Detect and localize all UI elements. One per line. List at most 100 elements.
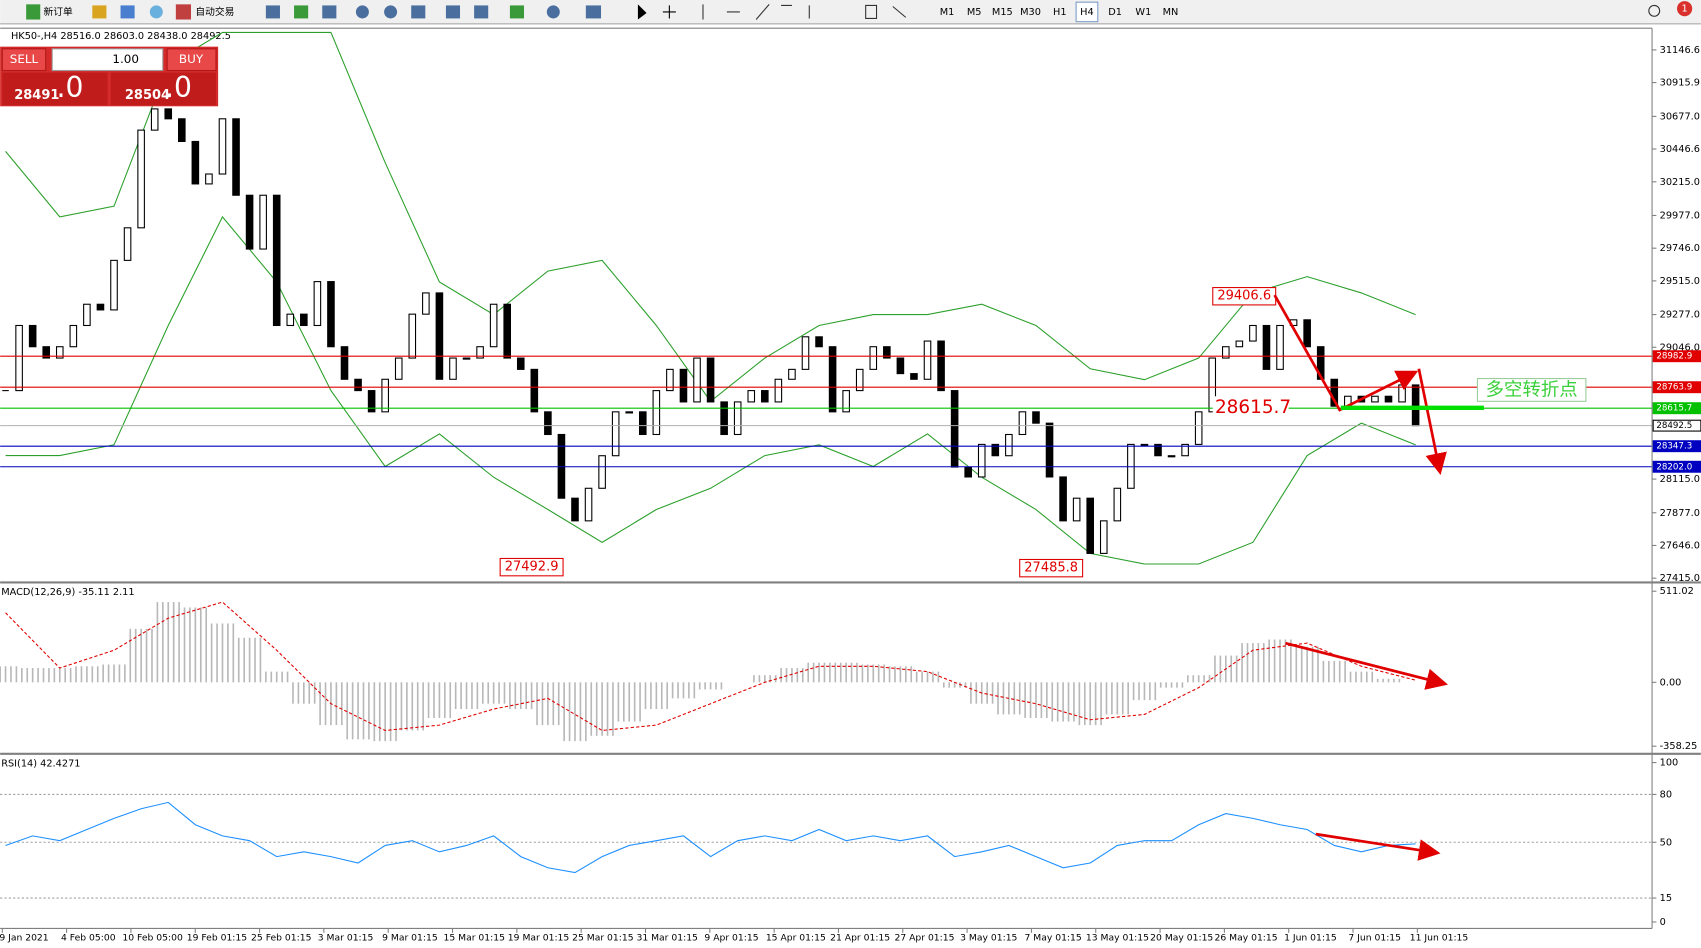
timeframe-button[interactable]: MN (1163, 7, 1179, 18)
candle (964, 466, 972, 478)
y-tick-label: 31146.6 (1660, 45, 1700, 56)
macd-header: MACD(12,26,9) -35.11 2.11 (1, 587, 134, 598)
macd-signal-line (5, 601, 1416, 732)
timeframe-button[interactable]: M30 (1020, 7, 1041, 18)
candle (1249, 324, 1257, 342)
icon[interactable] (474, 5, 489, 19)
notification-badge[interactable] (1677, 1, 1693, 17)
candle (1303, 319, 1311, 348)
timeframe-button[interactable]: M1 (940, 7, 955, 18)
icon[interactable] (92, 5, 107, 19)
sell-button[interactable] (1, 48, 47, 72)
timeframe-button[interactable]: D1 (1108, 7, 1122, 18)
auto-trading-button[interactable]: 自动交易 (195, 5, 234, 18)
candle (96, 303, 105, 311)
y-tick-label: 100 (1660, 758, 1679, 769)
price-level-label: 28202.0 (1656, 462, 1692, 472)
y-tick-label: 30446.6 (1660, 144, 1700, 155)
icon[interactable] (585, 5, 602, 19)
candle (937, 340, 945, 392)
candle (69, 324, 78, 348)
candle (720, 401, 728, 436)
price-annotation: 27485.8 (1024, 561, 1078, 576)
candle (15, 324, 23, 392)
y-tick-label: 28115.0 (1660, 474, 1700, 485)
candle (652, 390, 661, 436)
buy-label: BUY (179, 52, 204, 66)
icon[interactable] (546, 5, 560, 19)
candle (1208, 357, 1217, 413)
candle (354, 378, 362, 392)
timeframe-button[interactable]: H4 (1080, 7, 1094, 18)
search-icon[interactable] (1648, 4, 1661, 17)
candle (679, 368, 688, 403)
candle (598, 455, 606, 489)
timeframe-button[interactable]: M15 (992, 7, 1013, 18)
x-tick-label: 3 Mar 01:15 (318, 933, 374, 944)
y-tick-label: 80 (1660, 789, 1672, 800)
candle (625, 411, 634, 414)
y-tick-label: 27877.0 (1660, 508, 1700, 519)
candle (788, 368, 796, 380)
time-axis: 9 Jan 2021 4 Feb 05:00 10 Feb 05:00 19 Feb … (0, 928, 1469, 944)
icon[interactable] (294, 5, 309, 19)
candle (1154, 443, 1162, 457)
lot-input[interactable] (51, 48, 164, 72)
timeframe-button[interactable]: M5 (967, 7, 982, 18)
icon[interactable] (384, 5, 398, 19)
new-order-button[interactable]: 新订单 (44, 5, 73, 18)
y-tick-label: 29746.0 (1660, 243, 1700, 254)
candle (1276, 324, 1284, 370)
y-tick-label: 29515.0 (1660, 276, 1700, 287)
icon[interactable] (445, 5, 461, 19)
x-tick-label: 26 May 01:15 (1215, 933, 1278, 944)
y-tick-label: 30677.0 (1660, 111, 1700, 122)
icon[interactable] (411, 5, 426, 19)
candle (571, 497, 579, 522)
cursor-icon[interactable] (637, 4, 647, 20)
candle (611, 411, 620, 457)
x-tick-label: 9 Jan 2021 (0, 933, 49, 944)
candle (503, 303, 511, 359)
timeframe-button[interactable]: H1 (1053, 7, 1067, 18)
x-tick-label: 31 Mar 01:15 (636, 933, 698, 944)
icon[interactable] (509, 5, 525, 19)
icon[interactable] (149, 5, 163, 19)
candle (733, 401, 742, 436)
y-tick-label: 27646.0 (1660, 540, 1700, 551)
candle (28, 324, 37, 348)
bid-box[interactable] (2, 72, 108, 106)
y-tick-label: 29046.0 (1660, 342, 1700, 353)
candle (462, 357, 471, 360)
candle (1099, 520, 1108, 554)
buy-button[interactable] (166, 48, 217, 72)
candle (774, 378, 783, 403)
crosshair-icon[interactable] (662, 5, 676, 19)
candle (1018, 411, 1027, 436)
y-tick-label: 0 (1660, 917, 1666, 928)
candle (869, 346, 878, 370)
ask-box[interactable] (110, 72, 216, 106)
macd-panel: MACD(12,26,9) -35.11 2.11 511.02 0.00 -358… (0, 586, 1697, 752)
icon[interactable] (322, 5, 337, 19)
candle (950, 390, 959, 468)
x-tick-label: 11 Jun 01:15 (1410, 933, 1469, 944)
candle (544, 411, 552, 436)
icon[interactable] (120, 5, 135, 19)
price-level-label: 28492.5 (1656, 421, 1692, 431)
candle (1262, 324, 1271, 370)
new-order-icon[interactable] (26, 4, 41, 20)
drawing-icons[interactable] (702, 3, 907, 20)
candle (842, 390, 850, 413)
candle (123, 227, 132, 261)
auto-trading-icon[interactable] (175, 4, 192, 20)
candle (706, 357, 715, 403)
candle (815, 336, 823, 348)
timeframe-button[interactable]: W1 (1135, 7, 1151, 18)
icon[interactable] (355, 5, 369, 19)
toolbar-bg (0, 0, 1701, 24)
icon[interactable] (265, 5, 280, 19)
candle (1140, 443, 1149, 447)
